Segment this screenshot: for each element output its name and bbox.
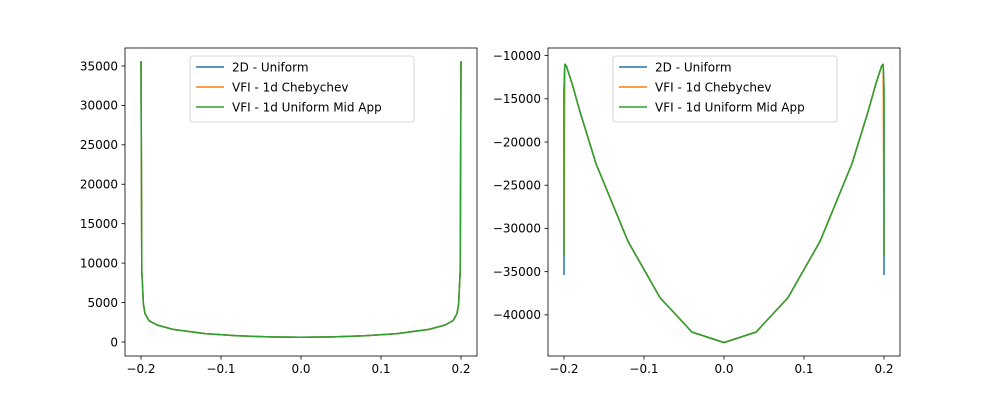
x-tick-label: 0.2 (451, 362, 470, 376)
x-tick-label: 0.2 (874, 362, 893, 376)
y-tick-label: −20000 (493, 135, 541, 149)
y-tick-label: 0 (110, 335, 118, 349)
x-tick-label: 0.0 (714, 362, 733, 376)
legend-frame (612, 55, 838, 123)
y-tick-label: 10000 (80, 256, 118, 270)
y-tick-label: 35000 (80, 59, 118, 73)
y-tick-label: −35000 (493, 265, 541, 279)
legend: 2D - Uniform VFI - 1d Chebychev VFI - 1d U… (189, 55, 415, 123)
legend-label-2: VFI - 1d Uniform Mid App (655, 100, 805, 114)
series-line-2 (140, 61, 462, 338)
legend-label-0: 2D - Uniform (232, 60, 309, 74)
y-tick-label: −10000 (493, 49, 541, 63)
series-line-2 (563, 63, 885, 344)
x-tick-label: 0.1 (371, 362, 390, 376)
y-tick-label: 15000 (80, 217, 118, 231)
y-tick-label: −25000 (493, 179, 541, 193)
x-tick-label: −0.1 (206, 362, 235, 376)
x-tick-label: −0.1 (629, 362, 658, 376)
y-tick-label: 5000 (87, 296, 118, 310)
left-chart: −0.2 −0.1 0.0 0.1 0.2 0 5000 10000 15000 20000 250… (80, 47, 478, 376)
x-tick-label: 0.1 (794, 362, 813, 376)
legend-frame (189, 55, 415, 123)
x-tick-label: 0.0 (291, 362, 310, 376)
y-tick-label: −40000 (493, 308, 541, 322)
legend-label-2: VFI - 1d Uniform Mid App (232, 100, 382, 114)
y-tick-label: −15000 (493, 92, 541, 106)
legend: 2D - Uniform VFI - 1d Chebychev VFI - 1d U… (612, 55, 838, 123)
legend-label-0: 2D - Uniform (655, 60, 732, 74)
right-chart: −0.2 −0.1 0.0 0.1 0.2 −40000 −35000 −30000 −2500… (493, 47, 901, 376)
y-tick-label: 20000 (80, 178, 118, 192)
y-tick-label: 25000 (80, 138, 118, 152)
legend-label-1: VFI - 1d Chebychev (232, 80, 348, 94)
y-tick-label: −30000 (493, 222, 541, 236)
legend-label-1: VFI - 1d Chebychev (655, 80, 771, 94)
y-tick-label: 30000 (80, 99, 118, 113)
x-tick-label: −0.2 (549, 362, 578, 376)
x-tick-label: −0.2 (126, 362, 155, 376)
